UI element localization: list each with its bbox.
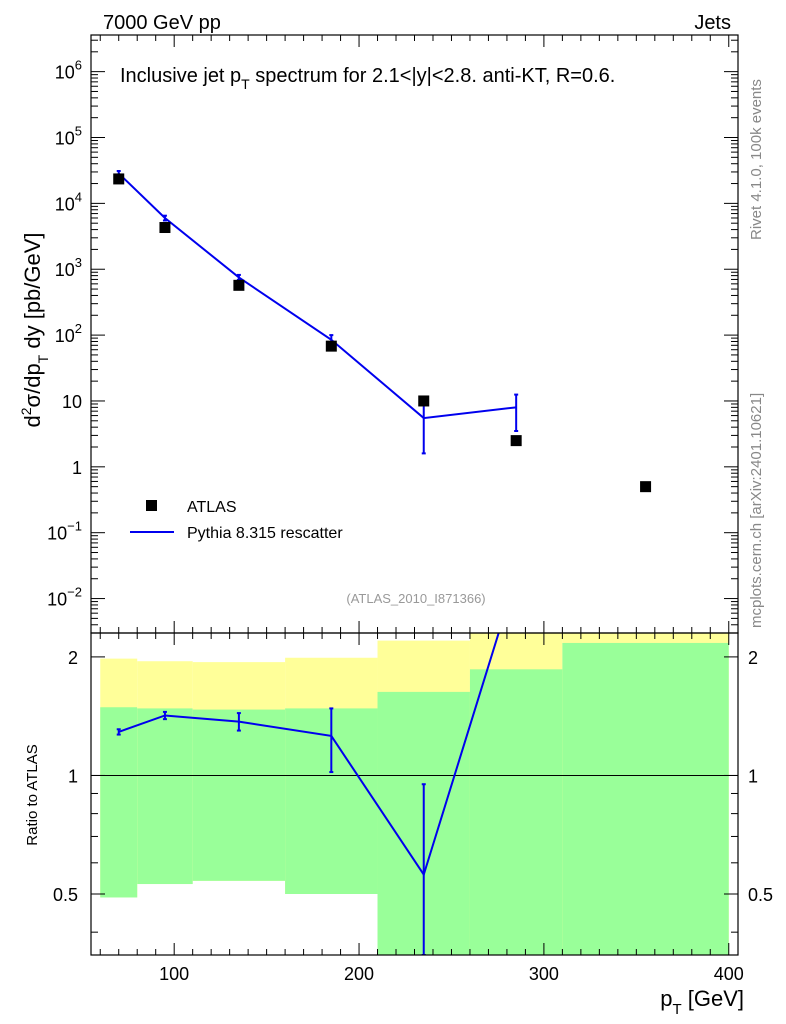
atlas-point-6 — [640, 481, 652, 493]
y-tick-label-4: 102 — [55, 321, 82, 346]
band-inner-0 — [100, 707, 138, 898]
pythia-line — [118, 172, 517, 420]
y-tick-label-8: 10−2 — [47, 585, 82, 610]
atlas-point-2 — [233, 279, 245, 291]
atlas-point-0 — [113, 173, 125, 185]
y-tick-label-3: 103 — [55, 255, 82, 280]
ratio-uncertainty-bands — [100, 633, 729, 955]
ratio-axis-label: Ratio to ATLAS — [24, 744, 41, 845]
band-inner-1 — [137, 708, 193, 885]
plot-title: Inclusive jet pT spectrum for 2.1<|y|<2.… — [120, 65, 615, 92]
legend-atlas-marker — [146, 500, 157, 511]
side-rivet-label: Rivet 4.1.0, 100k events — [748, 79, 765, 240]
energy-label: 7000 GeV pp — [103, 12, 221, 34]
legend-pythia-label: Pythia 8.315 rescatter — [187, 525, 343, 542]
x-tick-label-300: 300 — [529, 964, 559, 984]
x-tick-label-100: 100 — [159, 964, 189, 984]
x-tick-label-200: 200 — [344, 964, 374, 984]
pythia-ratio-line — [118, 633, 500, 877]
pythia-series-main — [116, 170, 519, 455]
atlas-point-5 — [510, 435, 522, 447]
x-axis-label: pT [GeV] — [660, 986, 744, 1018]
legend-atlas-label: ATLAS — [187, 499, 237, 516]
y-tick-label-2: 104 — [55, 189, 82, 214]
legend: ATLAS Pythia 8.315 rescatter — [130, 499, 343, 542]
atlas-point-1 — [159, 222, 171, 234]
ratio-tick-label-right-2: 2 — [748, 648, 758, 668]
pythia-series-ratio — [116, 633, 500, 955]
band-inner-2 — [192, 709, 286, 881]
main-plot-frame — [90, 34, 739, 634]
pythia-ratio-clipped — [116, 633, 500, 955]
ratio-tick-label-left-0.5: 0.5 — [53, 885, 78, 905]
ratio-tick-label-right-0.5: 0.5 — [748, 885, 773, 905]
y-tick-label-7: 10−1 — [47, 519, 82, 544]
y-axis-label: d2σ/dpT dy [pb/GeV] — [18, 232, 51, 427]
band-inner-5 — [469, 669, 563, 955]
atlas-point-4 — [418, 395, 430, 407]
band-inner-6 — [562, 642, 729, 955]
y-tick-label-6: 1 — [72, 458, 82, 478]
atlas-series-main — [113, 173, 652, 493]
x-tick-label-400: 400 — [714, 964, 744, 984]
process-label: Jets — [694, 12, 731, 34]
y-tick-label-1: 105 — [55, 124, 82, 149]
analysis-id: (ATLAS_2010_I871366) — [346, 591, 485, 606]
axis-ticks — [91, 35, 738, 955]
y-tick-label-0: 106 — [55, 58, 82, 83]
side-mcplots-label: mcplots.cern.ch [arXiv:2401.10621] — [748, 393, 765, 628]
ratio-tick-label-left-2: 2 — [68, 648, 78, 668]
atlas-point-3 — [325, 340, 337, 352]
ratio-tick-label-left-1: 1 — [68, 766, 78, 786]
y-tick-label-5: 10 — [62, 392, 82, 412]
ratio-tick-label-right-1: 1 — [748, 766, 758, 786]
